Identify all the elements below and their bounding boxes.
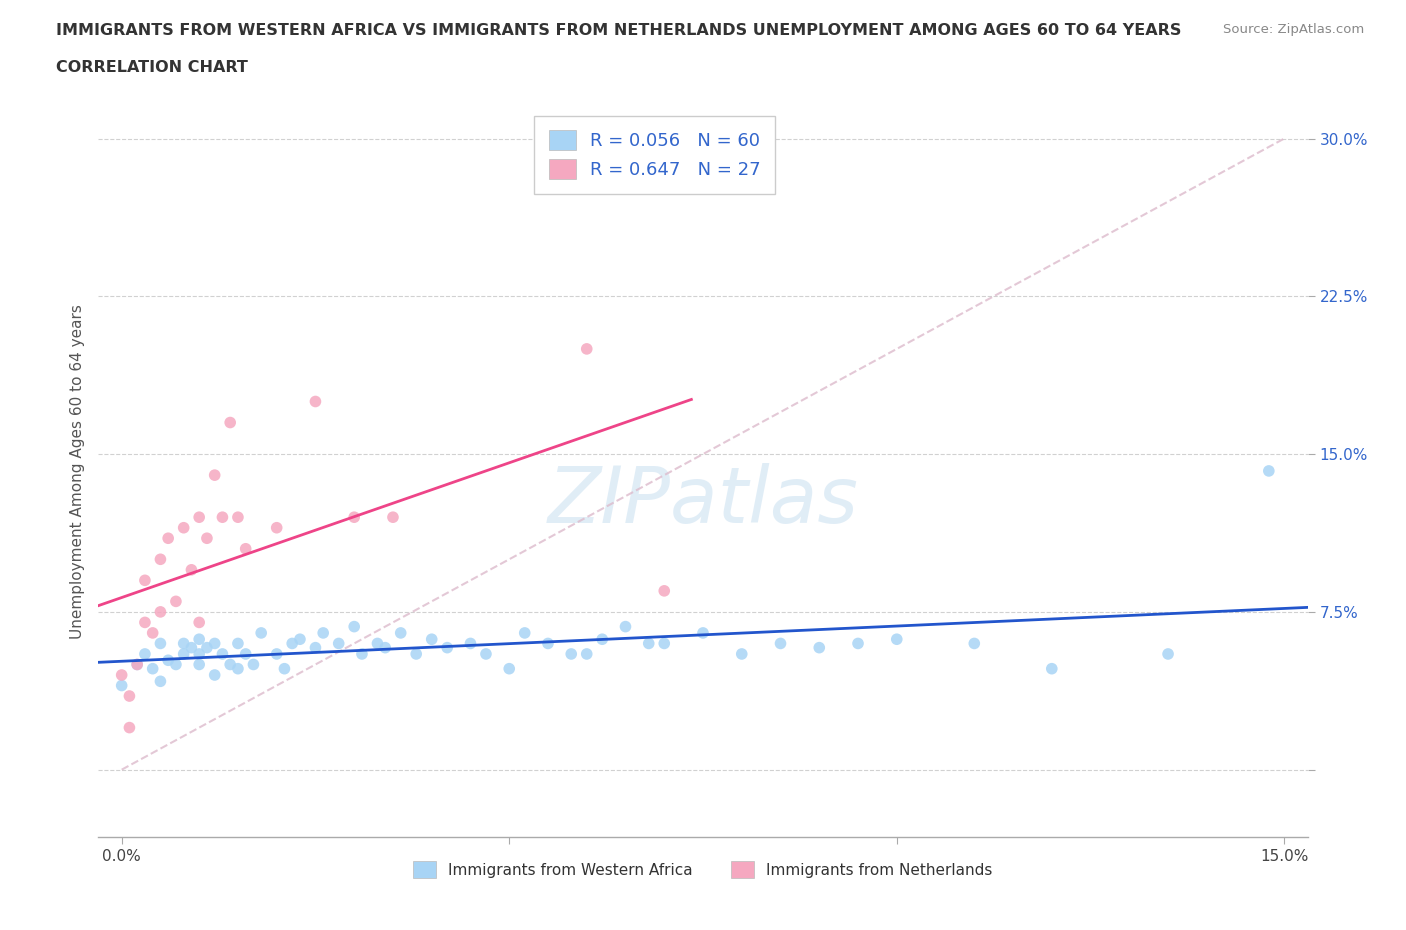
Point: [111, 678, 134, 693]
Point: [343, 510, 366, 525]
Point: [142, 661, 165, 676]
Point: [343, 619, 366, 634]
Point: [188, 646, 211, 661]
Point: [235, 541, 257, 556]
Point: [886, 631, 908, 646]
Point: [312, 626, 335, 641]
Point: [250, 626, 273, 641]
Point: [731, 646, 754, 661]
Point: [195, 531, 218, 546]
Point: [149, 551, 172, 566]
Y-axis label: Unemployment Among Ages 60 to 64 years: Unemployment Among Ages 60 to 64 years: [69, 304, 84, 640]
Point: [188, 631, 211, 646]
Text: IMMIGRANTS FROM WESTERN AFRICA VS IMMIGRANTS FROM NETHERLANDS UNEMPLOYMENT AMONG: IMMIGRANTS FROM WESTERN AFRICA VS IMMIGR…: [56, 23, 1181, 38]
Point: [637, 636, 659, 651]
Point: [1257, 463, 1279, 478]
Point: [118, 688, 141, 703]
Point: [219, 657, 242, 671]
Point: [963, 636, 986, 651]
Point: [211, 646, 233, 661]
Point: [219, 415, 242, 430]
Point: [195, 640, 218, 655]
Point: [180, 640, 202, 655]
Point: [498, 661, 520, 676]
Point: [149, 604, 172, 619]
Point: [204, 636, 226, 651]
Point: [288, 631, 311, 646]
Point: [266, 646, 288, 661]
Point: [350, 646, 373, 661]
Point: [127, 657, 149, 671]
Point: [808, 640, 831, 655]
Point: [381, 510, 404, 525]
Point: [226, 510, 249, 525]
Point: [304, 394, 326, 409]
Point: [366, 636, 388, 651]
Text: CORRELATION CHART: CORRELATION CHART: [56, 60, 247, 75]
Point: [142, 626, 165, 641]
Point: [846, 636, 869, 651]
Point: [1157, 646, 1180, 661]
Point: [188, 657, 211, 671]
Point: [134, 615, 156, 630]
Point: [273, 661, 295, 676]
Point: [173, 646, 195, 661]
Point: [211, 510, 233, 525]
Point: [134, 646, 156, 661]
Point: [591, 631, 613, 646]
Point: [460, 636, 482, 651]
Point: [266, 520, 288, 535]
Point: [127, 657, 149, 671]
Point: [204, 668, 226, 683]
Point: [614, 619, 637, 634]
Point: [226, 636, 249, 651]
Point: [204, 468, 226, 483]
Point: [173, 520, 195, 535]
Point: [157, 653, 180, 668]
Point: [575, 341, 598, 356]
Point: [537, 636, 560, 651]
Point: [304, 640, 326, 655]
Point: [420, 631, 443, 646]
Point: [173, 636, 195, 651]
Point: [692, 626, 714, 641]
Point: [328, 636, 350, 651]
Point: [374, 640, 396, 655]
Point: [111, 668, 134, 683]
Point: [560, 646, 582, 661]
Point: [188, 615, 211, 630]
Point: [405, 646, 427, 661]
Point: [475, 646, 498, 661]
Point: [134, 573, 156, 588]
Point: [652, 636, 675, 651]
Point: [165, 657, 187, 671]
Point: [769, 636, 792, 651]
Point: [118, 720, 141, 735]
Text: Source: ZipAtlas.com: Source: ZipAtlas.com: [1223, 23, 1364, 36]
Point: [389, 626, 412, 641]
Point: [1040, 661, 1063, 676]
Point: [149, 674, 172, 689]
Point: [242, 657, 264, 671]
Point: [652, 583, 675, 598]
Text: ZIPatlas: ZIPatlas: [547, 463, 859, 539]
Point: [188, 510, 211, 525]
Point: [165, 594, 187, 609]
Point: [235, 646, 257, 661]
Point: [575, 646, 598, 661]
Point: [149, 636, 172, 651]
Point: [180, 563, 202, 578]
Point: [436, 640, 458, 655]
Point: [281, 636, 304, 651]
Point: [157, 531, 180, 546]
Legend: Immigrants from Western Africa, Immigrants from Netherlands: Immigrants from Western Africa, Immigran…: [408, 856, 998, 884]
Point: [513, 626, 536, 641]
Point: [226, 661, 249, 676]
